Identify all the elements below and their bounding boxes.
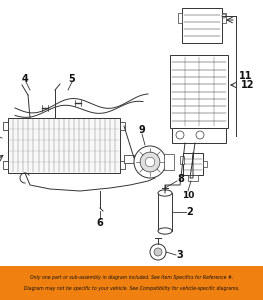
- Circle shape: [154, 248, 162, 256]
- Circle shape: [222, 14, 226, 18]
- Text: 11: 11: [239, 71, 253, 81]
- Text: 12: 12: [241, 80, 255, 90]
- Bar: [178, 13, 182, 23]
- Text: Only one part or sub-assembly in diagram included. See Item Specifics for Refere: Only one part or sub-assembly in diagram…: [30, 275, 233, 280]
- Text: 4: 4: [22, 74, 28, 84]
- Circle shape: [196, 131, 204, 139]
- Bar: [124, 155, 134, 163]
- Bar: [183, 153, 203, 175]
- Bar: [172, 128, 226, 143]
- Bar: [180, 156, 184, 164]
- Bar: [3, 161, 8, 169]
- Text: Diagram may not be specific to your vehicle. See Compatibility for vehicle-speci: Diagram may not be specific to your vehi…: [24, 286, 239, 291]
- Text: 9: 9: [139, 125, 145, 135]
- Bar: [0, 266, 263, 300]
- Ellipse shape: [158, 228, 172, 234]
- Text: 8: 8: [178, 174, 184, 184]
- Ellipse shape: [158, 190, 172, 196]
- Bar: [203, 161, 207, 167]
- Text: 5: 5: [69, 74, 75, 84]
- Circle shape: [145, 157, 155, 167]
- Text: 6: 6: [97, 218, 103, 228]
- Bar: [188, 175, 198, 181]
- Bar: [8, 118, 120, 173]
- Bar: [164, 154, 174, 170]
- Bar: [182, 8, 222, 43]
- Bar: [222, 13, 226, 23]
- Circle shape: [140, 152, 160, 172]
- Circle shape: [150, 244, 166, 260]
- Bar: [170, 55, 228, 128]
- Text: 2: 2: [187, 207, 193, 217]
- Bar: [3, 122, 8, 130]
- Bar: [120, 161, 125, 169]
- Text: 3: 3: [177, 250, 183, 260]
- Circle shape: [134, 146, 166, 178]
- Circle shape: [176, 131, 184, 139]
- Text: 10: 10: [182, 190, 194, 200]
- Bar: [120, 122, 125, 130]
- Bar: [158, 193, 172, 231]
